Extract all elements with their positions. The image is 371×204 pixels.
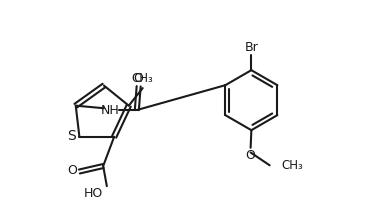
Text: O: O (67, 164, 77, 177)
Text: Br: Br (244, 41, 258, 54)
Text: CH₃: CH₃ (281, 159, 303, 172)
Text: NH: NH (101, 104, 120, 116)
Text: O: O (134, 72, 144, 85)
Text: S: S (67, 129, 76, 143)
Text: HO: HO (83, 187, 102, 200)
Text: CH₃: CH₃ (132, 72, 154, 85)
Text: O: O (246, 149, 256, 162)
